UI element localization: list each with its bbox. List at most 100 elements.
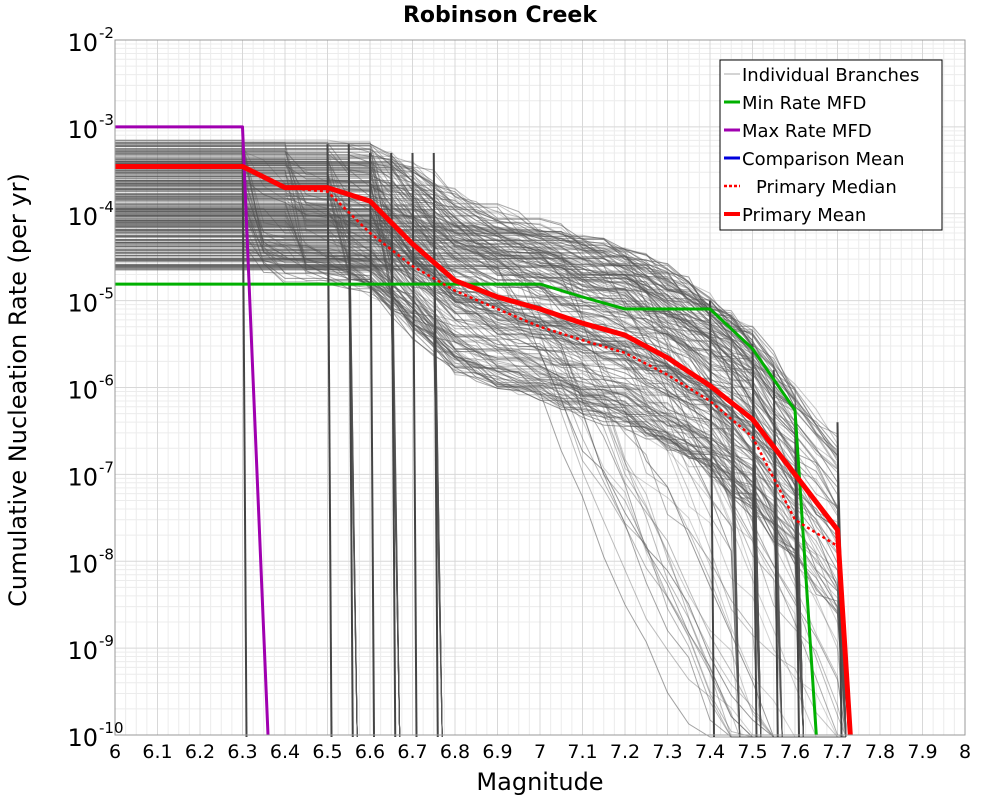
- branch-line: [115, 180, 401, 738]
- branch-line: [115, 142, 847, 738]
- x-tick-label: 6.4: [270, 741, 300, 763]
- branch-line: [115, 175, 762, 738]
- branch-line: [115, 267, 401, 738]
- branch-line: [115, 214, 358, 738]
- x-tick-label: 6.2: [185, 741, 215, 763]
- branch-line: [115, 158, 762, 738]
- branch-line: [115, 225, 847, 738]
- branch-drop-line: [709, 300, 715, 738]
- x-tick-label: 7.8: [865, 741, 895, 763]
- branch-line: [115, 260, 847, 738]
- branch-line: [115, 264, 847, 738]
- branch-line: [115, 255, 846, 738]
- y-tick-exponent: -9: [99, 632, 114, 650]
- x-tick-label: 7.6: [780, 741, 810, 763]
- branch-line: [115, 142, 443, 738]
- branch-line: [115, 139, 741, 738]
- x-tick-label: 7.3: [652, 741, 682, 763]
- legend-label: Min Rate MFD: [742, 93, 866, 114]
- branch-line: [115, 242, 804, 738]
- branch-line: [115, 197, 804, 738]
- y-tick-exponent: -10: [99, 719, 124, 737]
- branch-line: [115, 143, 804, 738]
- branch-line: [115, 181, 783, 738]
- branch-line: [115, 269, 846, 738]
- branch-drop-line: [369, 152, 375, 738]
- y-tick-base: 10: [67, 29, 98, 57]
- branch-line: [115, 218, 847, 738]
- branch-line: [115, 236, 847, 738]
- branch-line: [115, 208, 401, 738]
- chart-title: Robinson Creek: [403, 3, 598, 28]
- branch-line: [115, 216, 443, 738]
- x-tick-label: 7.1: [567, 741, 597, 763]
- branch-line: [115, 265, 804, 738]
- branch-line: [115, 246, 847, 738]
- x-tick-label: 6.7: [397, 741, 427, 763]
- branch-line: [115, 189, 762, 738]
- branch-line: [115, 177, 443, 738]
- branch-line: [115, 221, 401, 738]
- branch-line: [115, 210, 401, 738]
- y-tick-exponent: -6: [99, 372, 114, 390]
- branch-line: [115, 263, 804, 738]
- branch-line: [115, 152, 443, 738]
- x-tick-label: 6.9: [482, 741, 512, 763]
- branch-line: [115, 141, 847, 738]
- x-tick-label: 6.5: [312, 741, 342, 763]
- legend-label: Comparison Mean: [742, 149, 905, 170]
- branch-line: [115, 191, 804, 738]
- branch-line: [115, 241, 401, 738]
- branch-line: [115, 182, 847, 738]
- branch-drop-line: [432, 152, 439, 738]
- x-tick-label: 7.5: [737, 741, 767, 763]
- branch-drop-line: [347, 144, 354, 738]
- y-tick-base: 10: [67, 203, 98, 231]
- branch-line: [115, 266, 401, 738]
- branch-line: [115, 174, 762, 738]
- y-tick-label: 10 -10: [67, 719, 123, 752]
- branch-line: [115, 198, 846, 738]
- series-line-primary-median: [115, 165, 852, 736]
- branch-line: [115, 265, 783, 738]
- branch-line: [115, 162, 804, 738]
- branch-line: [115, 149, 401, 738]
- y-tick-label: 10 -4: [67, 198, 114, 231]
- branch-line: [115, 221, 401, 738]
- branch-line: [115, 246, 401, 738]
- branch-line: [115, 213, 358, 738]
- branch-line: [115, 252, 847, 738]
- x-tick-label: 6: [109, 741, 121, 763]
- y-tick-base: 10: [67, 116, 98, 144]
- branch-drop-line: [751, 344, 758, 738]
- branch-line: [115, 150, 804, 738]
- branch-line: [115, 189, 783, 738]
- branch-line: [115, 257, 783, 738]
- branch-line: [115, 214, 762, 738]
- branch-line: [115, 220, 401, 738]
- branch-line: [115, 149, 804, 738]
- branch-line: [115, 244, 804, 738]
- branch-line: [115, 258, 804, 738]
- branch-line: [115, 193, 358, 738]
- branch-line: [115, 229, 847, 738]
- branch-line: [115, 268, 358, 738]
- branch-line: [115, 259, 804, 738]
- y-tick-base: 10: [67, 550, 98, 578]
- x-tick-label: 6.1: [142, 741, 172, 763]
- branch-line: [115, 145, 804, 738]
- branch-line: [115, 268, 804, 738]
- branch-line: [115, 162, 847, 738]
- y-tick-exponent: -2: [99, 24, 114, 42]
- branch-line: [115, 170, 847, 738]
- branch-line: [115, 198, 847, 738]
- branch-drop-line: [390, 152, 397, 738]
- branch-line: [115, 152, 358, 738]
- branch-line: [115, 220, 762, 738]
- y-tick-label: 10 -2: [67, 24, 114, 57]
- x-tick-label: 7: [534, 741, 546, 763]
- branch-line: [115, 147, 762, 738]
- branch-line: [115, 241, 846, 738]
- branch-line: [115, 175, 762, 738]
- branch-line: [115, 208, 783, 738]
